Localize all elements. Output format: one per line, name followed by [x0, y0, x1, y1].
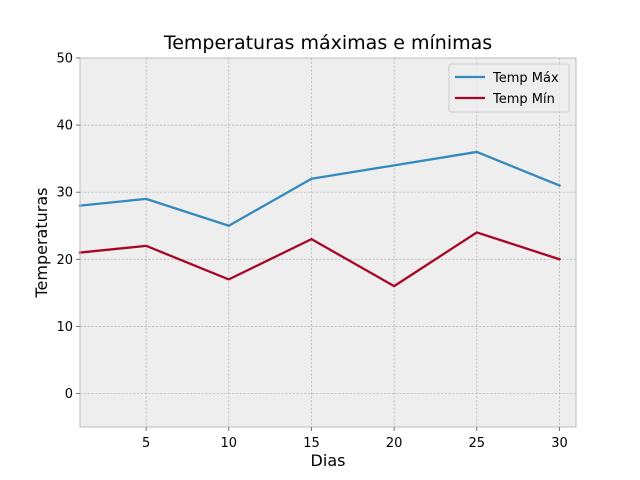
- y-tick-label: 0: [65, 387, 73, 402]
- legend-label-temp-min: Temp Mín: [492, 92, 555, 107]
- x-axis-label: Dias: [311, 451, 346, 470]
- legend-label-temp-max: Temp Máx: [492, 71, 559, 86]
- y-tick-label: 20: [56, 253, 73, 268]
- y-tick-label: 10: [56, 320, 73, 335]
- x-tick-label: 15: [303, 436, 320, 451]
- x-tick-label: 20: [386, 436, 403, 451]
- x-tick-label: 25: [469, 436, 486, 451]
- y-axis-label: Temperaturas: [32, 188, 51, 299]
- x-tick-label: 5: [142, 436, 150, 451]
- series-line-temp-max: [78, 150, 561, 227]
- x-tick-label: 30: [551, 436, 568, 451]
- series-lines: [78, 150, 561, 288]
- plot-frame: [79, 57, 577, 428]
- series-line-temp-min: [78, 231, 561, 288]
- y-tick-label: 40: [56, 119, 73, 134]
- plot-area: [80, 58, 576, 427]
- legend: Temp Máx Temp Mín: [448, 63, 570, 113]
- y-axis-ticks: 0 10 20 30 40 50: [56, 52, 80, 402]
- x-tick-label: 10: [221, 436, 238, 451]
- y-tick-label: 30: [56, 186, 73, 201]
- x-axis-ticks: 5 10 15 20 25 30: [142, 427, 568, 451]
- y-tick-label: 50: [56, 52, 73, 67]
- chart-title: Temperaturas máximas e mínimas: [163, 32, 492, 54]
